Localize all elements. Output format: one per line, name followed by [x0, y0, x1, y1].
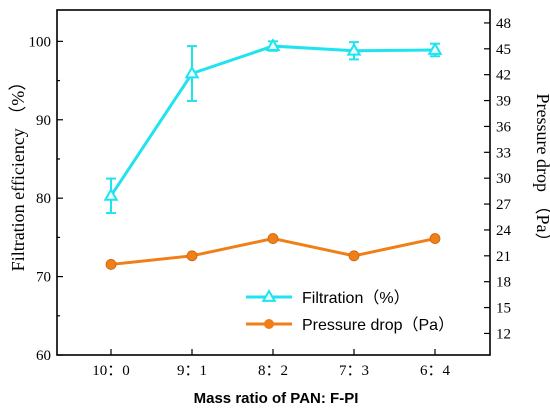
x-tick-label: 6：4 [420, 363, 451, 379]
axes: 60 70 80 90 100 12 15 18 21 24 27 30 33 36 39 42 45 48 10：… [29, 9, 512, 379]
data-point [429, 233, 441, 244]
legend-label-pressure-drop: Pressure drop（Pa） [302, 316, 454, 334]
legend: Filtration（%） Pressure drop（Pa） [246, 288, 454, 334]
x-tick-label: 8：2 [258, 363, 288, 379]
data-point [105, 259, 117, 270]
y-left-tick-label: 60 [36, 348, 51, 364]
y-right-tick-label: 15 [496, 301, 511, 317]
y-axis-right-title: Pressure drop （Pa） [533, 94, 550, 251]
legend-circle-marker [264, 319, 274, 329]
legend-item-pressure-drop: Pressure drop（Pa） [246, 316, 454, 334]
x-tick-label: 7：3 [339, 363, 369, 379]
y-right-tick-label: 39 [496, 94, 511, 110]
y-left-tick-label: 70 [36, 270, 51, 286]
y-right-tick-label: 12 [496, 326, 511, 342]
x-tick-label: 10：0 [92, 363, 130, 379]
data-point [186, 250, 198, 262]
x-tick-label: 9：1 [177, 363, 207, 379]
legend-triangle-marker [261, 288, 277, 302]
series-layer [103, 38, 443, 270]
data-point [265, 38, 281, 51]
y-right-tick-label: 42 [496, 68, 511, 84]
y-right-tick-label: 33 [496, 145, 511, 161]
y-right-tick-label: 45 [496, 42, 511, 58]
data-point [346, 42, 362, 56]
legend-label-filtration: Filtration（%） [302, 289, 410, 307]
y-right-tick-label: 48 [496, 16, 511, 32]
legend-item-filtration: Filtration（%） [246, 288, 410, 307]
y-right-tick-label: 36 [496, 119, 512, 135]
y-right-tick-label: 27 [496, 197, 512, 213]
data-point [348, 250, 360, 262]
y-left-tick-label: 90 [36, 113, 51, 129]
x-axis-title: Mass ratio of PAN: F-PI [194, 390, 359, 407]
y-right-tick-label: 18 [496, 275, 511, 291]
y-left-tick-label: 100 [29, 34, 52, 50]
data-point [427, 41, 443, 55]
data-point [267, 233, 279, 244]
y-right-tick-label: 24 [496, 223, 512, 239]
plot-frame [56, 9, 491, 356]
y-right-tick-label: 21 [496, 249, 511, 265]
data-point [103, 187, 119, 201]
series-line-0 [109, 44, 436, 197]
y-axis-left-title: Filtration efficiency （%） [8, 73, 28, 272]
y-left-tick-label: 80 [36, 191, 51, 207]
y-right-tick-label: 30 [496, 171, 511, 187]
data-point [184, 65, 200, 79]
